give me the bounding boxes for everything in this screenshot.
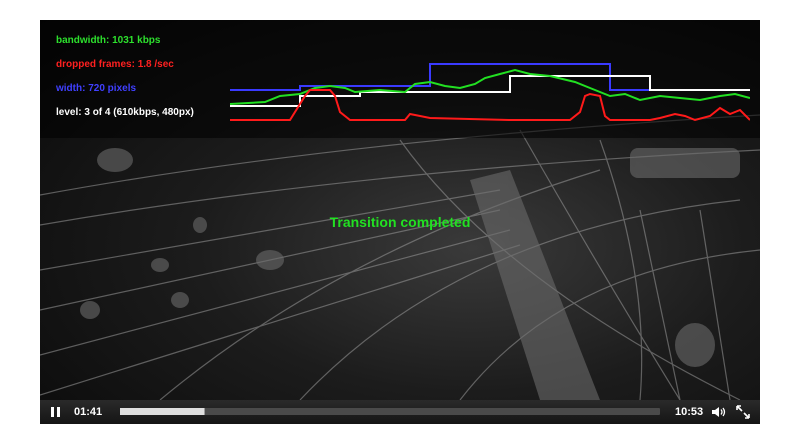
width-label: width: bbox=[56, 83, 86, 94]
stats-graph bbox=[230, 63, 750, 122]
level-graph-line bbox=[230, 75, 750, 107]
level-stat: level: 3 of 4 (610kbps, 480px) bbox=[56, 107, 194, 119]
dropped-frames-value: 1.8 /sec bbox=[137, 59, 174, 70]
volume-button[interactable] bbox=[711, 405, 727, 419]
video-player[interactable]: bandwidth: 1031 kbps dropped frames: 1.8… bbox=[40, 20, 760, 424]
width-graph-line bbox=[230, 63, 750, 91]
progress-bar[interactable] bbox=[120, 408, 660, 415]
bandwidth-value: 1031 kbps bbox=[112, 35, 161, 46]
pause-icon-bar bbox=[57, 407, 60, 417]
width-value: 720 pixels bbox=[88, 83, 137, 94]
pause-button[interactable] bbox=[50, 406, 62, 418]
bandwidth-label: bandwidth: bbox=[56, 35, 110, 46]
current-time: 01:41 bbox=[74, 406, 103, 418]
progress-played bbox=[120, 408, 204, 415]
pause-icon bbox=[51, 407, 54, 417]
level-value: 3 of 4 (610kbps, 480px) bbox=[84, 107, 194, 118]
dropped-frames-graph-line bbox=[230, 89, 750, 122]
fullscreen-icon bbox=[736, 405, 750, 419]
duration: 10:53 bbox=[675, 406, 704, 418]
width-stat: width: 720 pixels bbox=[56, 83, 136, 95]
bandwidth-graph-line bbox=[230, 68, 750, 105]
level-label: level: bbox=[56, 107, 82, 118]
stats-overlay: bandwidth: 1031 kbps dropped frames: 1.8… bbox=[40, 20, 760, 138]
volume-icon bbox=[712, 407, 726, 417]
bandwidth-stat: bandwidth: 1031 kbps bbox=[56, 35, 160, 47]
transition-message: Transition completed bbox=[329, 214, 471, 230]
control-bar: 01:41 10:53 bbox=[40, 400, 760, 424]
dropped-frames-stat: dropped frames: 1.8 /sec bbox=[56, 59, 174, 71]
fullscreen-button[interactable] bbox=[735, 404, 751, 420]
dropped-frames-label: dropped frames: bbox=[56, 59, 135, 70]
video-scene-art bbox=[40, 114, 760, 401]
